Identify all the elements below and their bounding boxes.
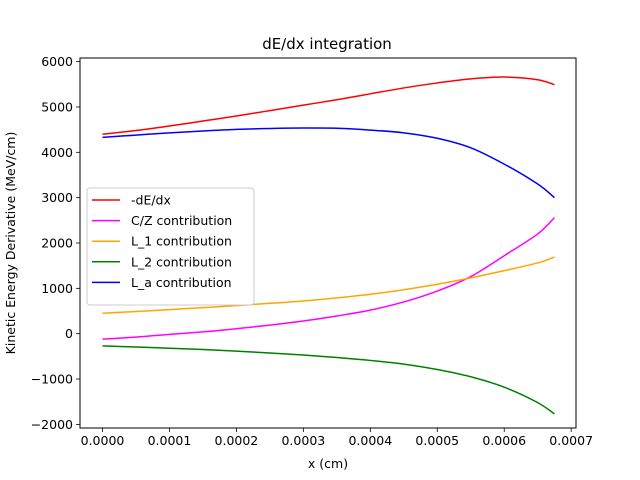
x-axis-title: x (cm)	[308, 456, 348, 471]
x-tick-label: 0.0001	[148, 433, 192, 448]
y-tick-label: −1000	[31, 372, 73, 387]
tick-layer: 0.0000 0.0001 0.0002 0.0003 0.0004 0.0005 0.00…	[31, 54, 593, 448]
y-tick-label: 4000	[41, 145, 73, 160]
x-tick-label: 0.0004	[348, 433, 392, 448]
y-tick-label: 6000	[41, 54, 73, 69]
x-tick-label: 0.0000	[81, 433, 125, 448]
series-line-0	[102, 76, 555, 135]
y-tick-label: 0	[65, 326, 73, 341]
chart-title: dE/dx integration	[262, 35, 392, 53]
y-tick-label: −2000	[31, 417, 73, 432]
legend-label-0: -dE/dx	[131, 193, 171, 208]
x-tick-label: 0.0003	[281, 433, 325, 448]
series-line-4	[102, 127, 555, 199]
series-line-2	[102, 256, 555, 315]
y-axis-title: Kinetic Energy Derivative (MeV/cm)	[3, 132, 18, 355]
series-layer	[102, 76, 555, 415]
series-line-1	[102, 217, 555, 340]
x-tick-label: 0.0005	[415, 433, 459, 448]
y-tick-label: 5000	[41, 99, 73, 114]
legend: -dE/dx C/Z contribution L_1 contribution L_…	[86, 187, 255, 306]
plot-area-frame	[79, 57, 577, 429]
y-tick-label: 2000	[41, 236, 73, 251]
series-line-3	[102, 345, 555, 415]
x-tick-label: 0.0007	[549, 433, 593, 448]
legend-box	[86, 187, 255, 306]
x-tick-label: 0.0006	[482, 433, 526, 448]
legend-label-4: L_a contribution	[131, 275, 232, 290]
legend-label-3: L_2 contribution	[131, 254, 232, 269]
y-tick-label: 1000	[41, 281, 73, 296]
legend-label-2: L_1 contribution	[131, 234, 232, 249]
y-tick-label: 3000	[41, 190, 73, 205]
x-tick-label: 0.0002	[215, 433, 259, 448]
legend-label-1: C/Z contribution	[131, 213, 232, 228]
